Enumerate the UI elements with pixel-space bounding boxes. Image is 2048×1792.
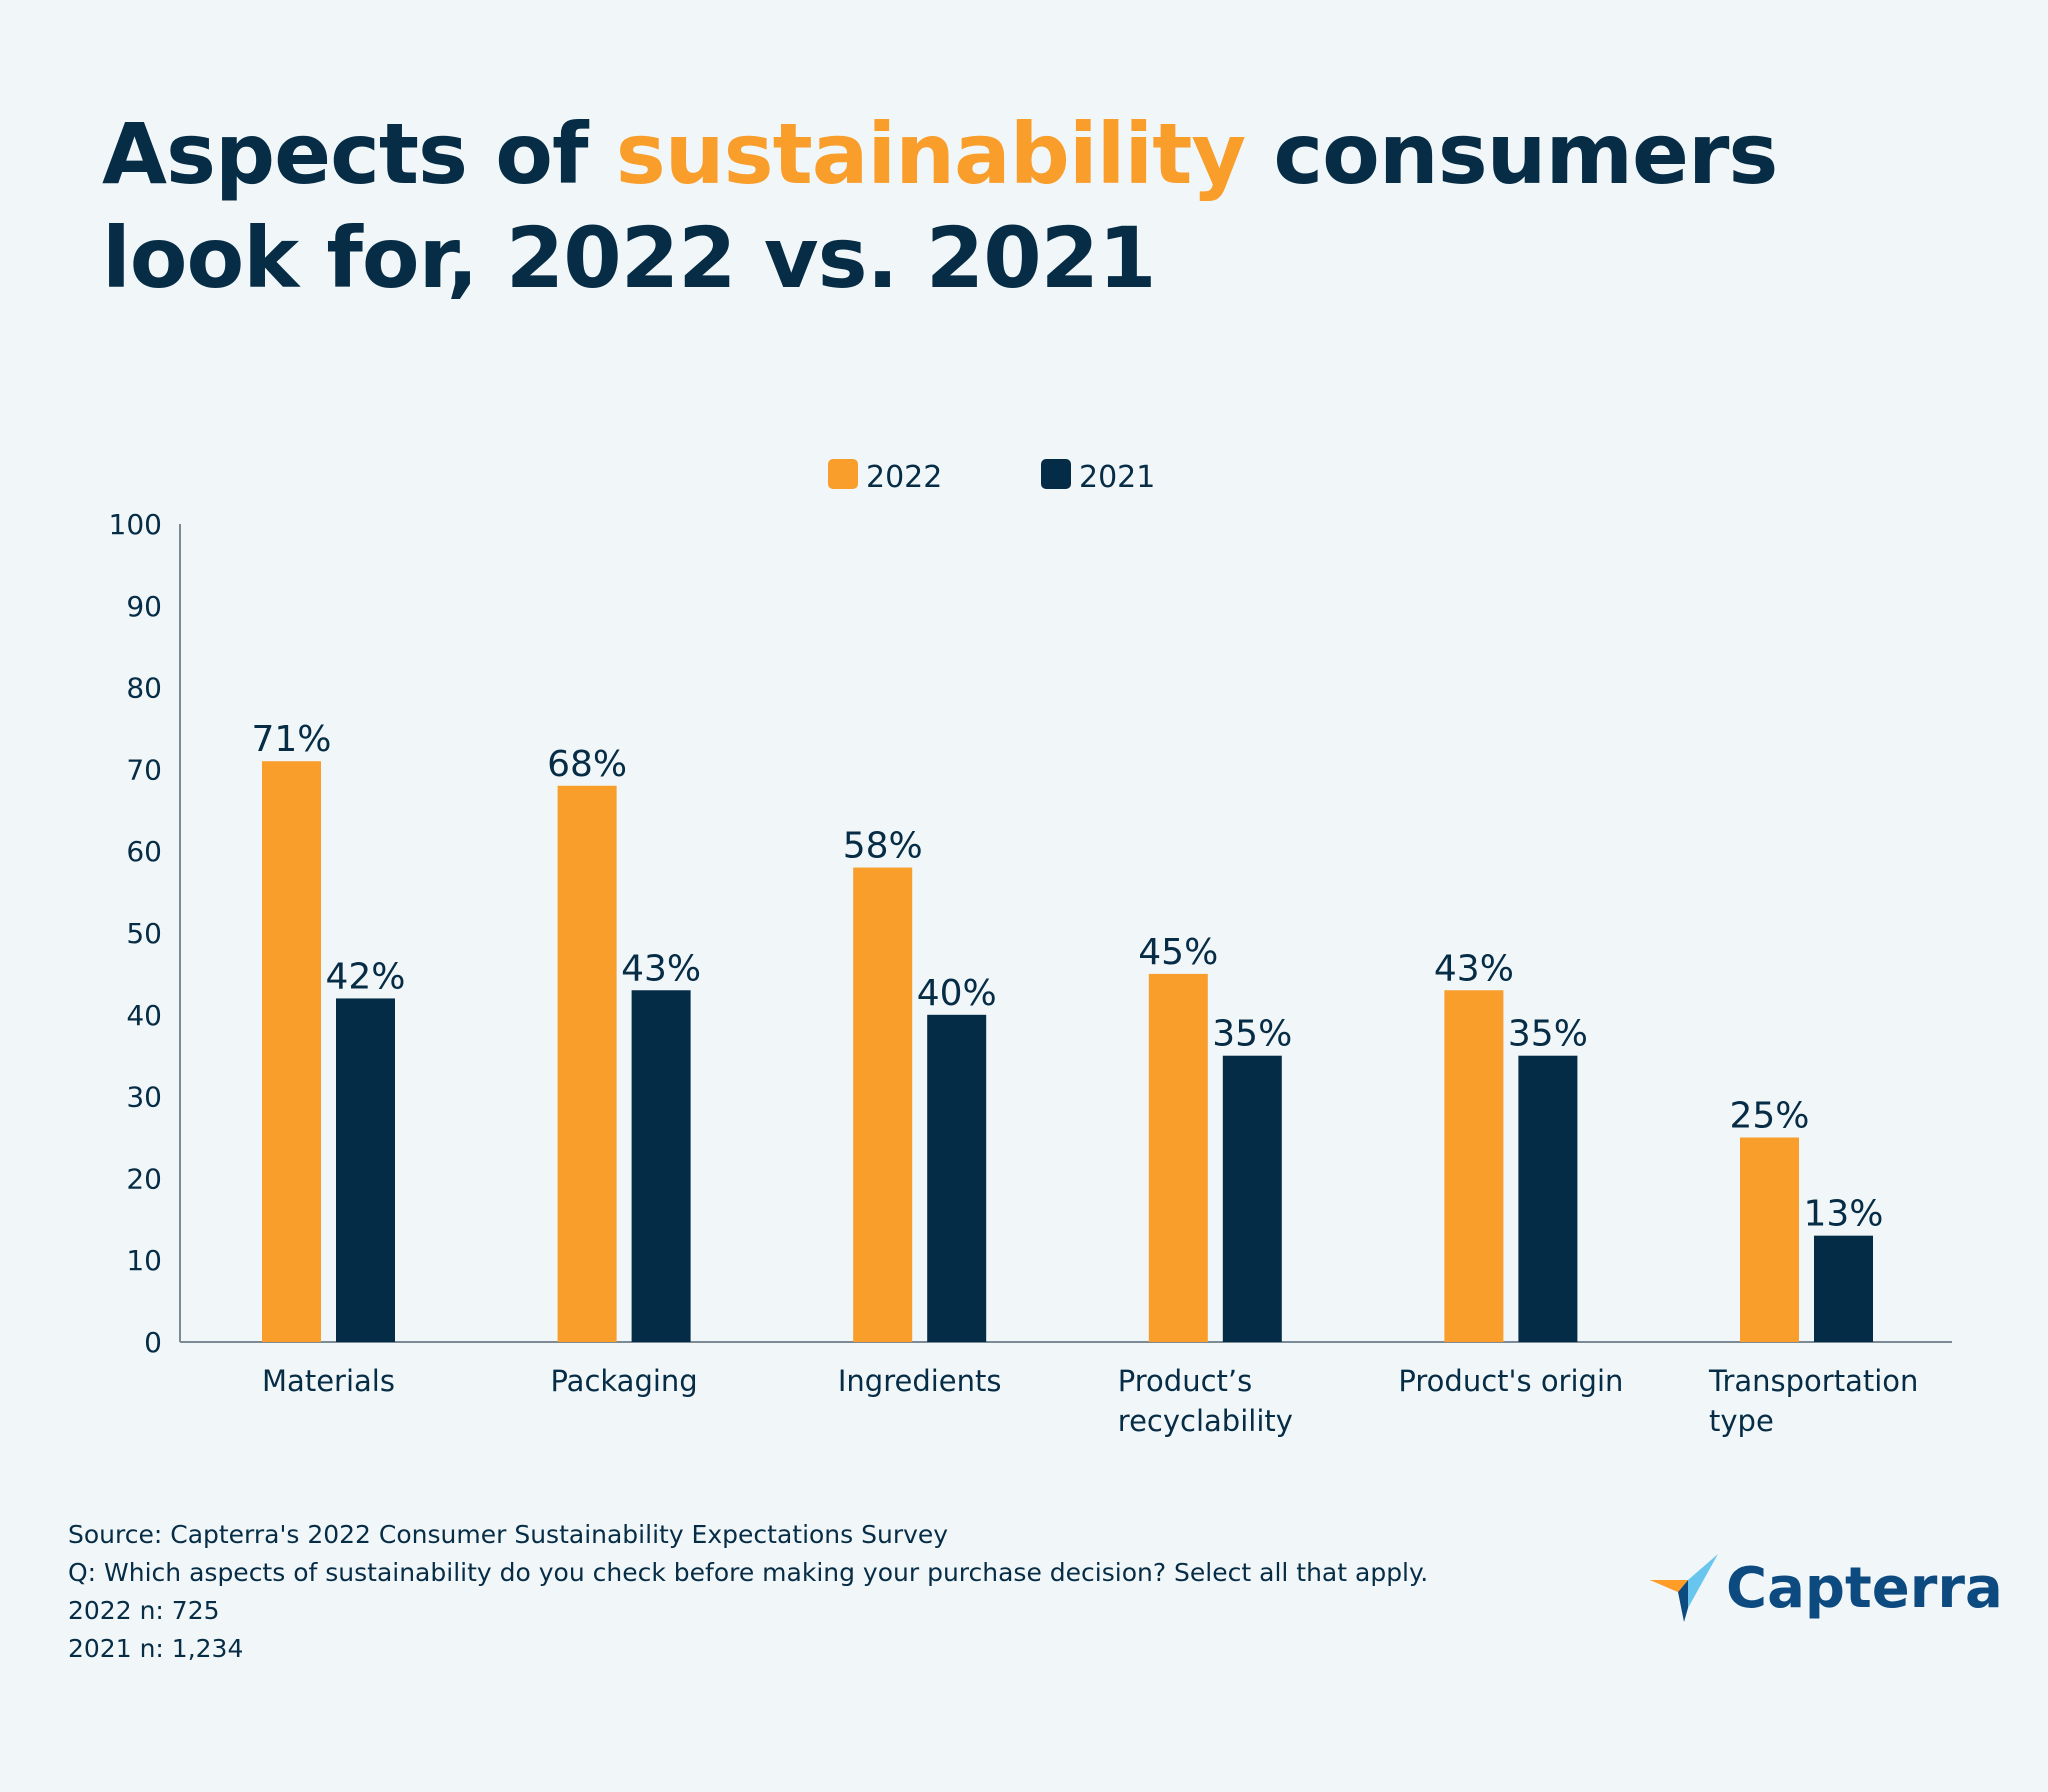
y-tick-label: 100 [109,508,162,541]
legend-swatch-2022 [828,459,858,489]
capterra-logo[interactable]: Capterra [1648,1552,2003,1624]
bar-2021-4 [1518,1055,1578,1342]
bar-2022-2 [853,867,913,1342]
title-part-1: Aspects of [102,105,616,203]
bar-2021-2 [927,1014,987,1342]
data-label-2022-3: 45% [1138,932,1218,973]
y-tick-label: 10 [126,1244,162,1277]
x-category-label: Product’s recyclability [1118,1364,1293,1438]
data-label-2021-2: 40% [917,973,997,1014]
bar-2022-4 [1444,990,1504,1342]
legend-label-2021: 2021 [1079,460,1155,495]
x-category-label: Product's origin [1398,1364,1623,1398]
title-part-2: consumers look for, 2022 vs. 2021 [102,105,1778,307]
bar-2022-3 [1148,973,1208,1342]
bar-2021-1 [631,990,691,1342]
capterra-logo-text: Capterra [1726,1555,2003,1621]
x-category-label: Materials [262,1364,395,1398]
x-category-label: Transportation type [1708,1364,1918,1438]
y-tick-label: 0 [144,1326,162,1359]
x-category-label: Packaging [550,1364,697,1398]
question-note: Q: Which aspects of sustainability do yo… [68,1558,1429,1587]
y-tick-label: 40 [126,999,162,1032]
legend-swatch-2021 [1041,459,1071,489]
x-category-label: Ingredients [838,1364,1002,1398]
title-highlight: sustainability [615,105,1246,203]
y-tick-label: 30 [126,1081,162,1114]
data-label-2021-1: 43% [621,948,701,989]
bar-2021-3 [1222,1055,1282,1342]
y-tick-label: 60 [126,835,162,868]
y-tick-label: 20 [126,1162,162,1195]
y-tick-label: 70 [126,753,162,786]
chart-notes: Source: Capterra's 2022 Consumer Sustain… [68,1516,1428,1668]
data-label-2022-5: 25% [1729,1096,1809,1137]
data-label-2022-2: 58% [843,826,923,867]
bar-2022-0 [262,761,321,1342]
data-label-2021-4: 35% [1508,1014,1588,1055]
sample-size-2021: 2021 n: 1,234 [68,1634,244,1663]
data-label-2022-0: 71% [251,719,331,760]
data-label-2022-4: 43% [1434,948,1514,989]
data-label-2021-3: 35% [1212,1014,1292,1055]
data-label-2021-0: 42% [325,956,405,997]
legend-label-2022: 2022 [866,460,942,495]
chart-title: Aspects of sustainability consumers look… [102,102,1902,310]
source-note: Source: Capterra's 2022 Consumer Sustain… [68,1520,949,1549]
bar-2022-5 [1740,1137,1799,1342]
data-label-2022-1: 68% [547,744,627,785]
y-tick-label: 90 [126,590,162,623]
sample-size-2022: 2022 n: 725 [68,1596,220,1625]
bar-chart: 0 10 20 30 40 50 60 70 80 90 100 2022 2021 71% 42% Mate… [109,459,1952,1438]
capterra-arrow-icon [1650,1554,1718,1622]
bar-2021-5 [1814,1235,1873,1342]
bar-2022-1 [557,785,617,1342]
data-label-2021-5: 13% [1803,1194,1883,1235]
y-tick-label: 50 [126,917,162,950]
bar-2021-0 [336,998,395,1342]
y-tick-label: 80 [126,672,162,705]
